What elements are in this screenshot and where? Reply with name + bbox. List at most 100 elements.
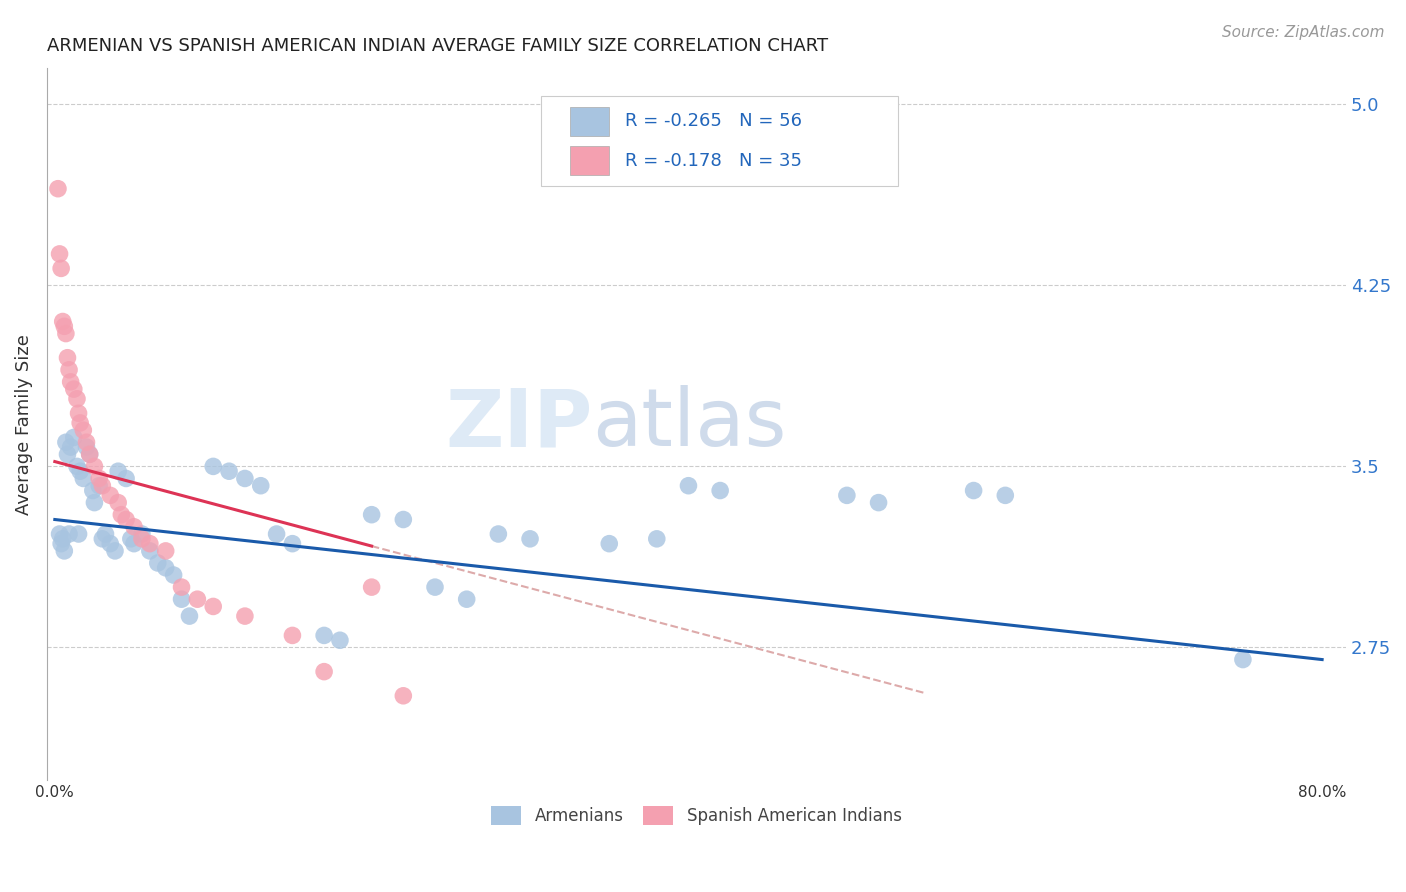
Point — [392, 512, 415, 526]
Point — [170, 592, 193, 607]
Point — [179, 609, 201, 624]
Point — [91, 479, 114, 493]
Point — [69, 416, 91, 430]
Point — [314, 628, 336, 642]
Point — [59, 375, 82, 389]
Y-axis label: Average Family Size: Average Family Size — [15, 334, 32, 515]
Point — [139, 536, 162, 550]
Point — [59, 440, 82, 454]
Point — [360, 508, 382, 522]
Point — [139, 544, 162, 558]
Point — [48, 247, 70, 261]
Point — [218, 464, 240, 478]
Point — [91, 532, 114, 546]
Point — [120, 532, 142, 546]
Point — [423, 580, 446, 594]
Point — [868, 495, 890, 509]
Point — [76, 435, 98, 450]
Point — [186, 592, 208, 607]
Point — [122, 520, 145, 534]
Point — [678, 479, 700, 493]
Point — [89, 479, 111, 493]
Point — [56, 351, 79, 365]
Text: atlas: atlas — [592, 385, 787, 463]
Point — [146, 556, 169, 570]
Point — [202, 599, 225, 614]
Point — [392, 689, 415, 703]
Point — [249, 479, 271, 493]
Point — [58, 363, 80, 377]
Text: R = -0.265   N = 56: R = -0.265 N = 56 — [624, 112, 801, 130]
Point — [58, 527, 80, 541]
Point — [962, 483, 984, 498]
Point — [98, 536, 121, 550]
FancyBboxPatch shape — [571, 107, 609, 136]
Point — [155, 561, 177, 575]
Point — [110, 508, 132, 522]
Point — [94, 527, 117, 541]
Point — [98, 488, 121, 502]
Point — [994, 488, 1017, 502]
Point — [202, 459, 225, 474]
Point — [115, 471, 138, 485]
Text: ZIP: ZIP — [446, 385, 592, 463]
Point — [519, 532, 541, 546]
Point — [598, 536, 620, 550]
Point — [52, 532, 75, 546]
Point — [89, 471, 111, 485]
Point — [162, 568, 184, 582]
Point — [107, 495, 129, 509]
Text: R = -0.178   N = 35: R = -0.178 N = 35 — [624, 152, 801, 169]
Legend: Armenians, Spanish American Indians: Armenians, Spanish American Indians — [491, 806, 901, 825]
Point — [170, 580, 193, 594]
FancyBboxPatch shape — [540, 96, 898, 186]
Point — [49, 536, 72, 550]
Point — [115, 512, 138, 526]
Point — [55, 435, 77, 450]
Point — [72, 471, 94, 485]
Point — [281, 536, 304, 550]
Point — [131, 527, 153, 541]
Point — [107, 464, 129, 478]
Point — [56, 447, 79, 461]
Point — [709, 483, 731, 498]
Point — [72, 423, 94, 437]
Point — [131, 532, 153, 546]
Point — [63, 382, 86, 396]
Point — [83, 459, 105, 474]
Point — [266, 527, 288, 541]
Point — [122, 536, 145, 550]
Point — [1232, 652, 1254, 666]
Point — [67, 406, 90, 420]
Point — [314, 665, 336, 679]
Text: Source: ZipAtlas.com: Source: ZipAtlas.com — [1222, 25, 1385, 40]
Point — [486, 527, 509, 541]
Point — [233, 609, 256, 624]
Point — [67, 527, 90, 541]
Point — [83, 495, 105, 509]
Point — [79, 447, 101, 461]
Point — [456, 592, 478, 607]
Point — [53, 319, 76, 334]
FancyBboxPatch shape — [571, 146, 609, 175]
Point — [104, 544, 127, 558]
Point — [82, 483, 104, 498]
Point — [645, 532, 668, 546]
Point — [329, 633, 352, 648]
Point — [835, 488, 858, 502]
Point — [48, 527, 70, 541]
Point — [52, 314, 75, 328]
Text: ARMENIAN VS SPANISH AMERICAN INDIAN AVERAGE FAMILY SIZE CORRELATION CHART: ARMENIAN VS SPANISH AMERICAN INDIAN AVER… — [46, 37, 828, 55]
Point — [63, 430, 86, 444]
Point — [46, 182, 69, 196]
Point — [360, 580, 382, 594]
Point — [69, 464, 91, 478]
Point — [55, 326, 77, 341]
Point — [49, 261, 72, 276]
Point — [76, 440, 98, 454]
Point — [66, 459, 89, 474]
Point — [66, 392, 89, 406]
Point — [79, 447, 101, 461]
Point — [53, 544, 76, 558]
Point — [233, 471, 256, 485]
